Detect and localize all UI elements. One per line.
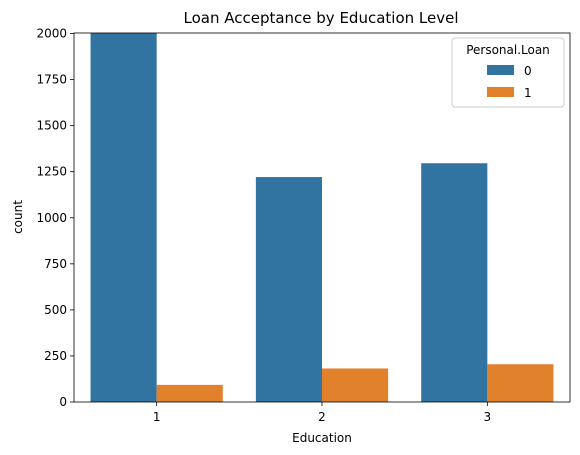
bar-edu2-loan1 <box>322 368 389 402</box>
x-tick-label: 3 <box>484 410 492 424</box>
x-tick-label: 2 <box>318 410 326 424</box>
y-tick-label: 1500 <box>36 119 67 133</box>
y-tick-label: 1250 <box>36 165 67 179</box>
bar-edu3-loan1 <box>487 364 554 402</box>
y-tick-label: 750 <box>44 257 67 271</box>
y-axis-ticks: 0 250 500 750 1000 1250 1500 1750 2000 <box>36 27 74 409</box>
y-tick-label: 0 <box>59 395 67 409</box>
y-tick-label: 500 <box>44 303 67 317</box>
x-axis-label: Education <box>292 431 352 445</box>
legend: Personal.Loan 0 1 <box>451 37 565 108</box>
chart-title: Loan Acceptance by Education Level <box>183 9 458 27</box>
legend-swatch-0 <box>487 65 514 75</box>
x-axis-ticks: 1 2 3 <box>153 402 491 424</box>
bars-group <box>90 33 554 402</box>
bar-edu2-loan0 <box>255 177 322 402</box>
bar-edu1-loan0 <box>90 33 157 402</box>
y-tick-label: 250 <box>44 349 67 363</box>
x-tick-label: 1 <box>153 410 161 424</box>
plot-frame <box>73 32 571 403</box>
legend-title: Personal.Loan <box>466 43 550 57</box>
y-axis-label: count <box>11 200 25 234</box>
legend-label-1: 1 <box>524 86 532 100</box>
bar-edu3-loan0 <box>421 163 488 402</box>
legend-label-0: 0 <box>524 64 532 78</box>
y-tick-label: 1000 <box>36 211 67 225</box>
bar-edu1-loan1 <box>156 384 223 402</box>
y-tick-label: 2000 <box>36 27 67 41</box>
y-tick-label: 1750 <box>36 73 67 87</box>
legend-swatch-1 <box>487 87 514 97</box>
